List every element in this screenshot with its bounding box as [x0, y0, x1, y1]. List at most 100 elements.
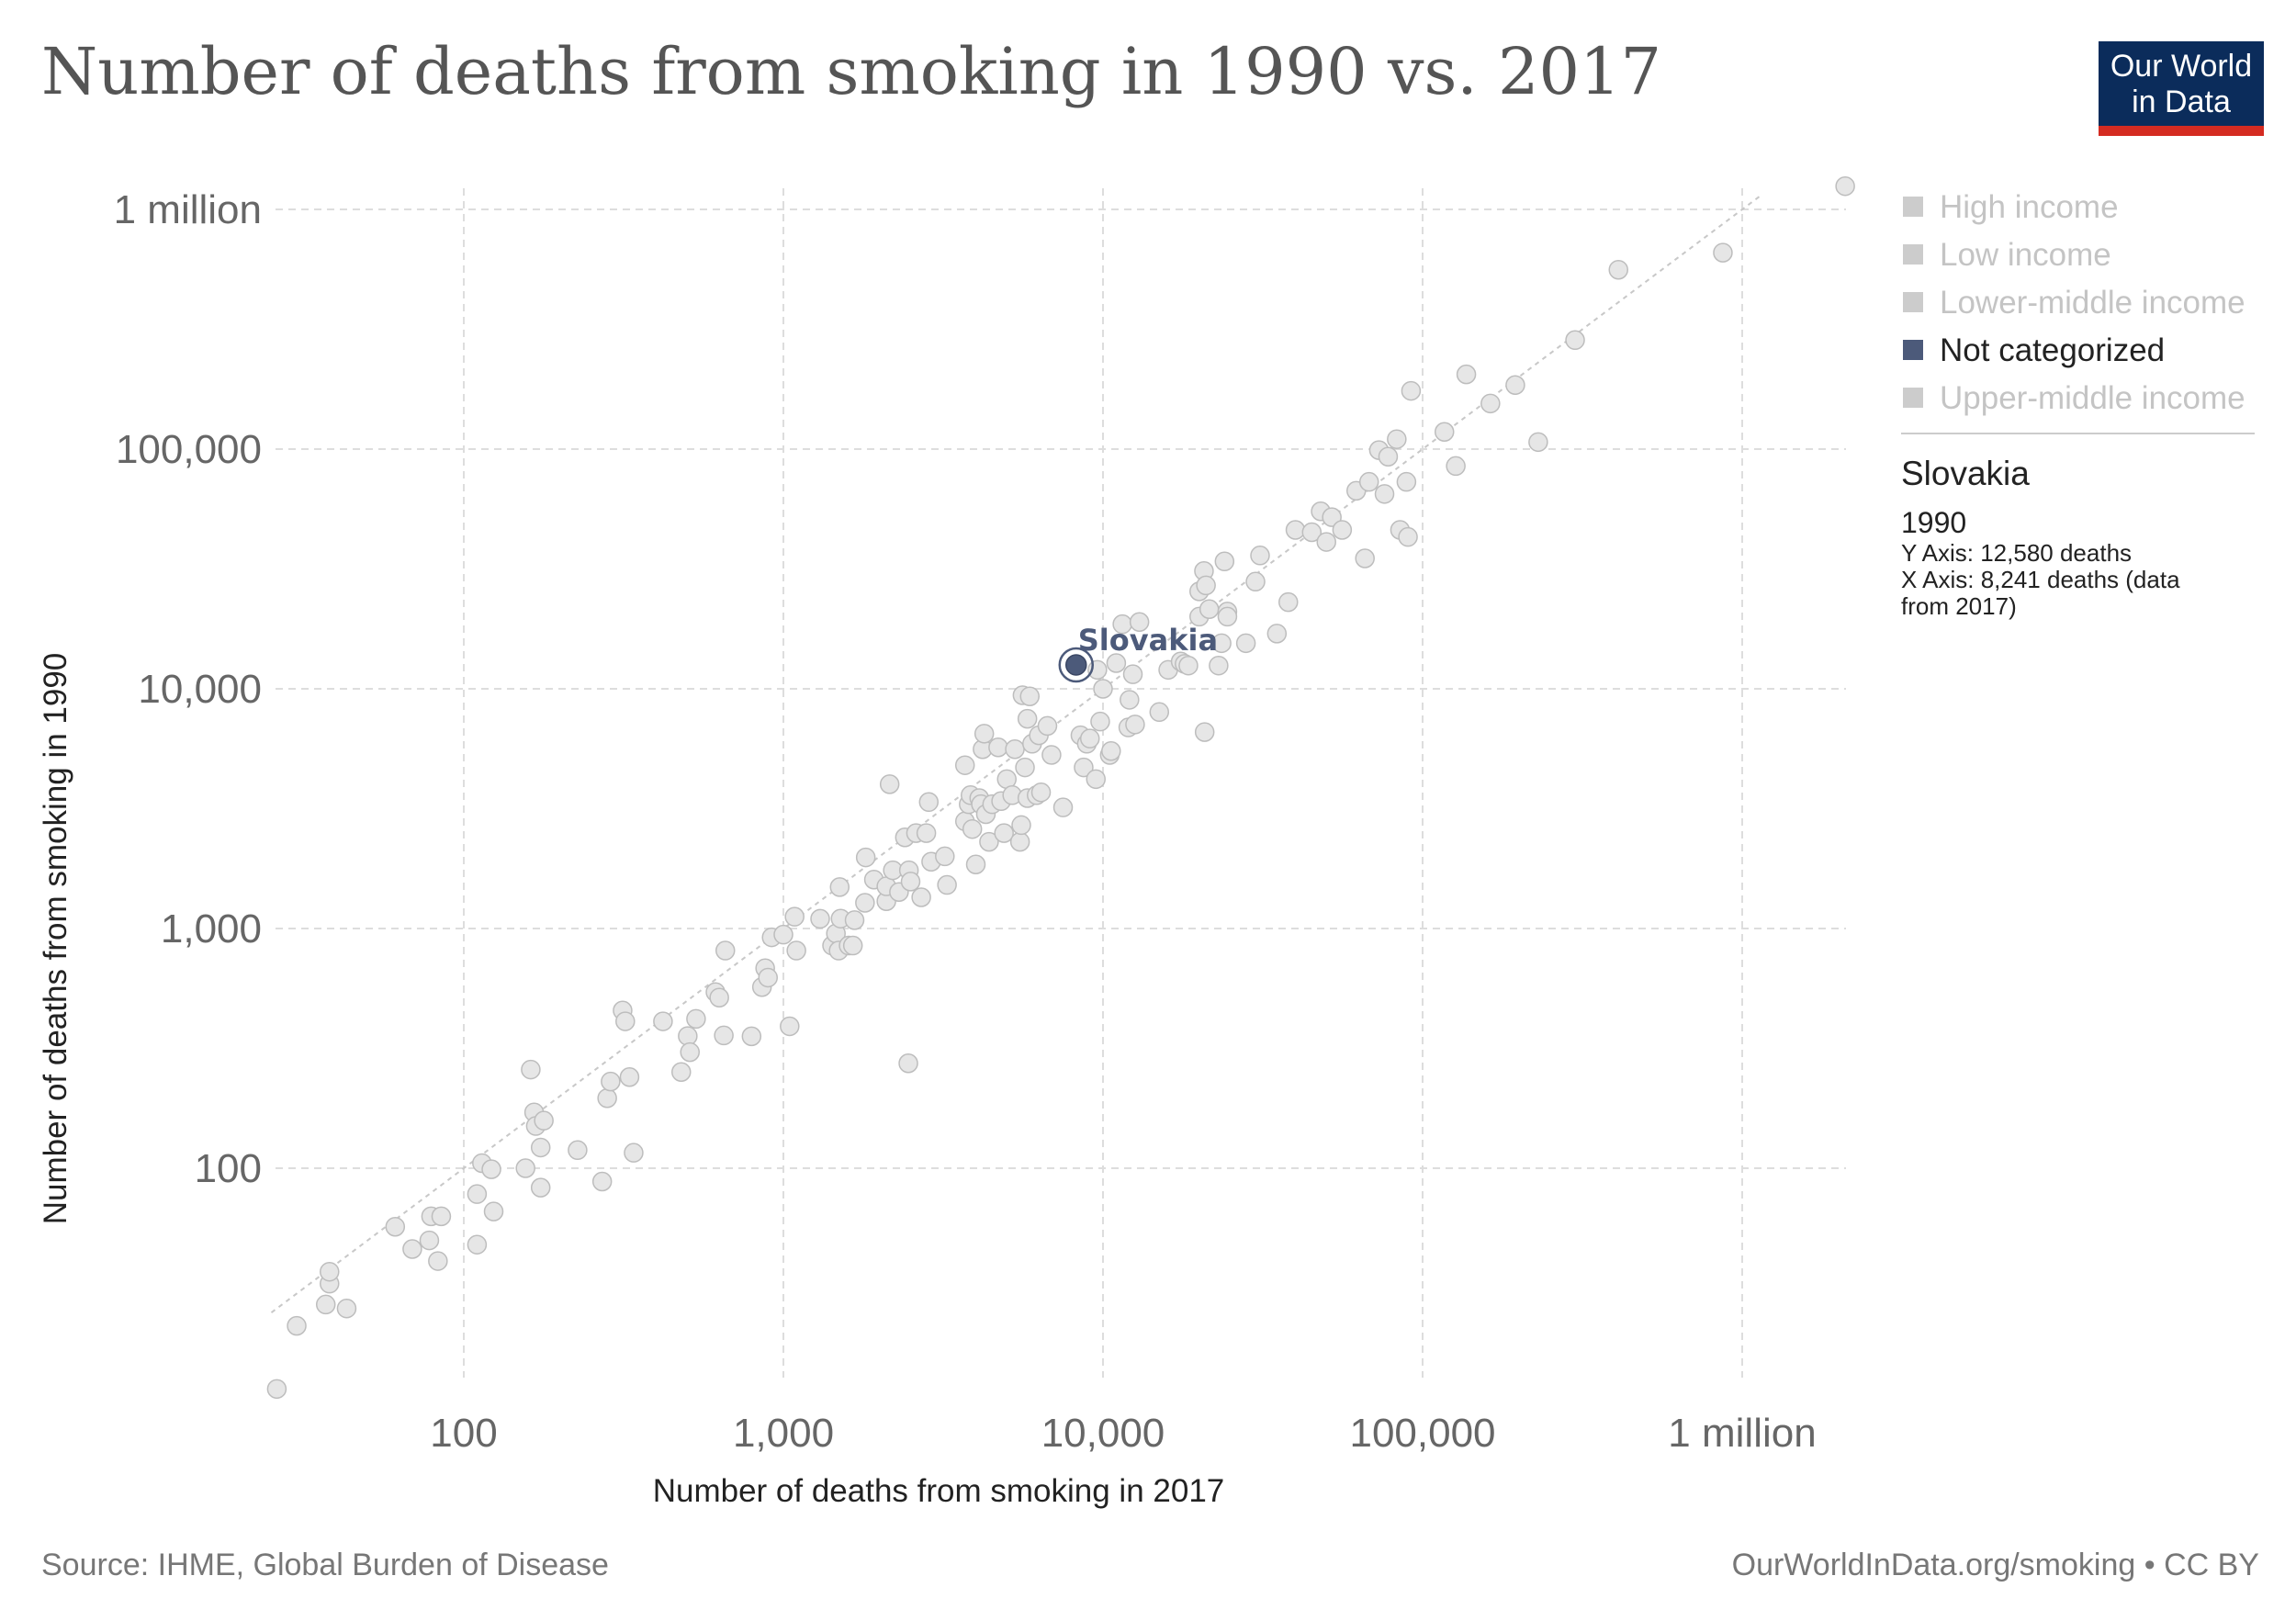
scatter-point[interactable]	[1355, 548, 1375, 568]
scatter-point[interactable]	[1079, 728, 1100, 749]
scatter-point[interactable]	[1090, 711, 1110, 732]
scatter-point[interactable]	[911, 887, 931, 907]
scatter-point[interactable]	[1322, 507, 1342, 527]
legend-item[interactable]: Upper-middle income	[1903, 380, 2245, 416]
scatter-point[interactable]	[979, 831, 999, 852]
scatter-point[interactable]	[1245, 571, 1266, 592]
scatter-point[interactable]	[1434, 422, 1455, 442]
scatter-point[interactable]	[758, 967, 778, 988]
scatter-point[interactable]	[879, 774, 900, 794]
scatter-point[interactable]	[431, 1206, 452, 1227]
scatter-point[interactable]	[266, 1379, 287, 1400]
scatter-point[interactable]	[1178, 655, 1199, 676]
legend-item[interactable]: Lower-middle income	[1903, 285, 2245, 321]
scatter-point[interactable]	[530, 1137, 551, 1158]
scatter-point[interactable]	[619, 1067, 640, 1087]
scatter-point[interactable]	[467, 1234, 488, 1255]
scatter-point[interactable]	[1196, 575, 1216, 596]
scatter-point[interactable]	[481, 1159, 501, 1179]
scatter-point[interactable]	[1052, 797, 1074, 817]
scatter-point[interactable]	[624, 1143, 644, 1163]
scatter-point[interactable]	[671, 1062, 692, 1082]
scatter-point[interactable]	[918, 792, 940, 813]
scatter-point[interactable]	[1378, 446, 1399, 467]
scatter-point[interactable]	[1217, 606, 1238, 627]
scatter-point[interactable]	[1398, 526, 1418, 547]
scatter-point[interactable]	[1332, 520, 1353, 540]
scatter-point[interactable]	[1211, 633, 1232, 654]
scatter-point[interactable]	[1030, 782, 1052, 803]
scatter-point[interactable]	[653, 1011, 673, 1031]
scatter-point[interactable]	[385, 1216, 406, 1237]
scatter-point[interactable]	[1019, 686, 1041, 706]
scatter-point[interactable]	[1266, 624, 1288, 644]
scatter-point[interactable]	[1093, 679, 1113, 699]
scatter-point[interactable]	[591, 1171, 613, 1192]
scatter-point[interactable]	[1120, 690, 1140, 710]
scatter-point[interactable]	[1125, 715, 1145, 735]
scatter-point[interactable]	[680, 1041, 700, 1063]
scatter-point[interactable]	[1278, 591, 1299, 613]
scatter-point[interactable]	[1122, 664, 1143, 684]
scatter-point[interactable]	[1194, 722, 1215, 742]
scatter-point[interactable]	[534, 1110, 554, 1131]
owid-logo[interactable]: Our World in Data	[2099, 41, 2264, 136]
scatter-point[interactable]	[1214, 551, 1235, 572]
scatter-point[interactable]	[1129, 612, 1150, 632]
scatter-point[interactable]	[315, 1294, 336, 1315]
scatter-point[interactable]	[320, 1261, 340, 1282]
scatter-point[interactable]	[686, 1008, 706, 1030]
scatter-point[interactable]	[965, 854, 986, 875]
scatter-point[interactable]	[1209, 655, 1229, 676]
scatter-point[interactable]	[615, 1011, 636, 1031]
scatter-point[interactable]	[1086, 769, 1106, 790]
scatter-point[interactable]	[1374, 484, 1395, 504]
scatter-point[interactable]	[1505, 375, 1525, 396]
scatter-point[interactable]	[1301, 522, 1322, 543]
legend-item[interactable]: Low income	[1903, 237, 2111, 273]
scatter-point[interactable]	[1713, 242, 1733, 263]
legend-item[interactable]: Not categorized	[1903, 332, 2165, 368]
scatter-point[interactable]	[1835, 175, 1855, 197]
scatter-point[interactable]	[810, 908, 830, 929]
scatter-point[interactable]	[916, 823, 937, 843]
license-link[interactable]: OurWorldInData.org/smoking • CC BY	[1732, 1548, 2259, 1582]
scatter-point[interactable]	[1199, 599, 1220, 619]
scatter-point[interactable]	[786, 940, 806, 961]
scatter-point[interactable]	[1387, 429, 1407, 449]
scatter-point[interactable]	[1037, 715, 1058, 737]
scatter-point[interactable]	[467, 1184, 488, 1204]
scatter-point[interactable]	[1101, 741, 1121, 761]
scatter-point[interactable]	[1316, 532, 1336, 552]
scatter-point[interactable]	[1250, 546, 1270, 566]
scatter-point[interactable]	[898, 1053, 918, 1074]
scatter-point[interactable]	[842, 935, 863, 956]
scatter-point[interactable]	[974, 724, 995, 744]
scatter-point[interactable]	[1015, 757, 1035, 778]
scatter-point[interactable]	[855, 893, 875, 913]
scatter-point[interactable]	[1149, 702, 1170, 723]
legend-item[interactable]: High income	[1903, 189, 2119, 225]
scatter-point[interactable]	[741, 1026, 762, 1047]
scatter-point[interactable]	[428, 1251, 448, 1271]
scatter-point[interactable]	[1011, 815, 1031, 836]
scatter-point[interactable]	[900, 872, 921, 892]
scatter-point[interactable]	[1074, 757, 1094, 778]
scatter-point[interactable]	[988, 737, 1008, 758]
scatter-point[interactable]	[521, 1059, 541, 1080]
scatter-point[interactable]	[715, 940, 736, 961]
scatter-point[interactable]	[402, 1239, 422, 1259]
scatter-point[interactable]	[1565, 330, 1585, 351]
scatter-point[interactable]	[1235, 633, 1256, 654]
scatter-point[interactable]	[780, 1016, 800, 1037]
scatter-point[interactable]	[1285, 520, 1306, 540]
scatter-point[interactable]	[1106, 653, 1127, 673]
scatter-point[interactable]	[287, 1315, 307, 1336]
scatter-point[interactable]	[601, 1071, 621, 1092]
scatter-point[interactable]	[1009, 831, 1030, 852]
scatter-point[interactable]	[1041, 745, 1062, 765]
scatter-point[interactable]	[844, 910, 865, 930]
scatter-point[interactable]	[829, 877, 850, 897]
scatter-point[interactable]	[962, 818, 983, 839]
scatter-point[interactable]	[994, 823, 1014, 843]
